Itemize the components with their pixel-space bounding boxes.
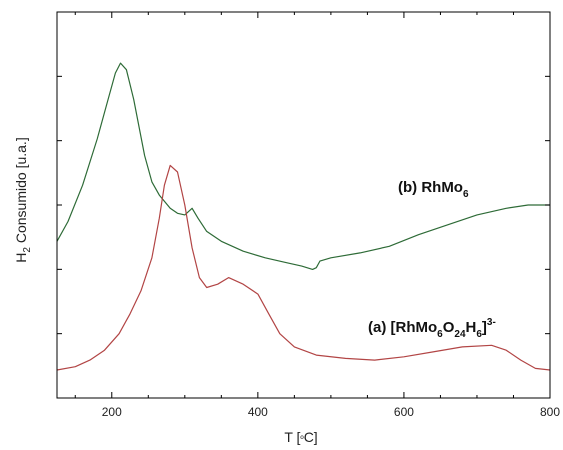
y-axis-title: H2 Consumido [u.a.] xyxy=(13,137,33,262)
series-label-b: (b) RhMo6 xyxy=(398,179,469,200)
plot-area xyxy=(56,62,551,371)
x-tick-label: 400 xyxy=(248,405,268,419)
axes: 200 400 600 800 xyxy=(56,11,560,419)
series-line-0 xyxy=(56,62,550,270)
x-tick-label: 600 xyxy=(394,405,414,419)
series-label-a: (a) [RhMo6O24H6]3- xyxy=(368,317,496,340)
series-line-1 xyxy=(56,164,551,371)
x-axis-title: T [ºC] xyxy=(284,429,317,445)
x-tick-label: 200 xyxy=(102,405,122,419)
x-tick-label: 800 xyxy=(540,405,560,419)
plot-frame xyxy=(56,11,551,399)
